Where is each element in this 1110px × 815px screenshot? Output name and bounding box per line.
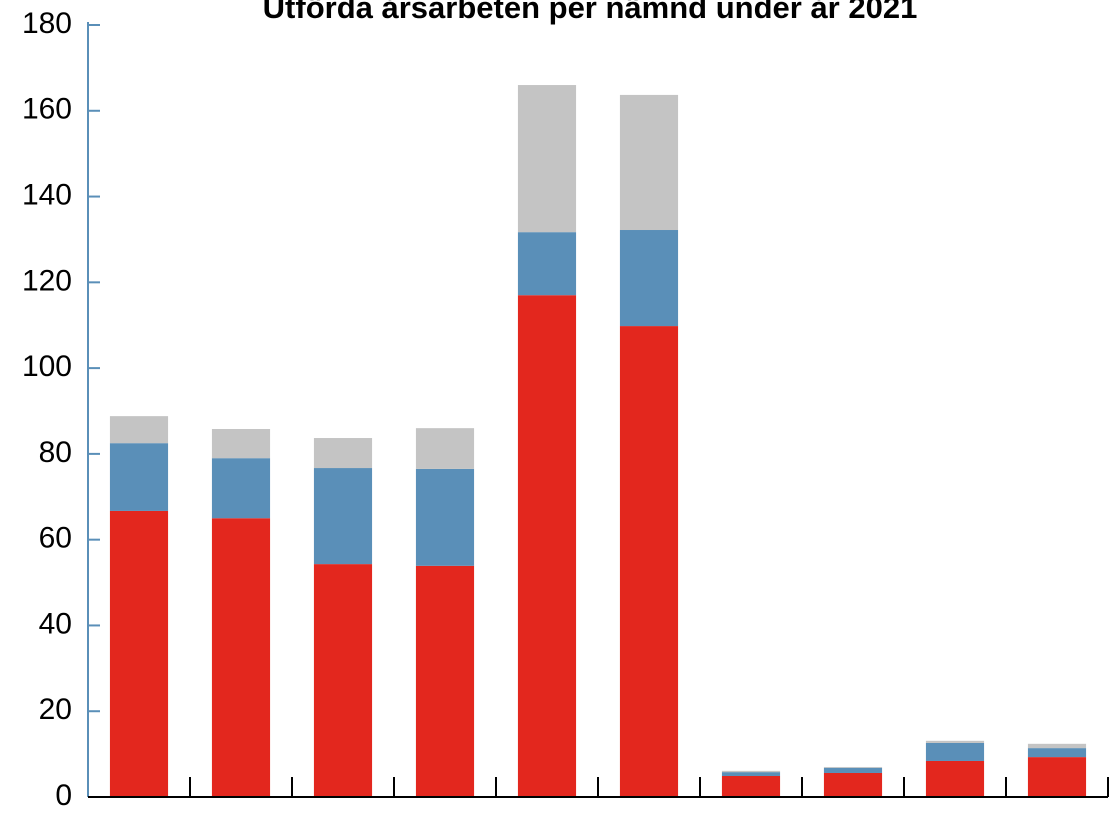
bar-segment bbox=[721, 770, 781, 773]
y-tick-label: 100 bbox=[22, 350, 72, 383]
bar-segment bbox=[619, 94, 679, 231]
y-tick-label: 0 bbox=[55, 779, 72, 812]
bar-segment bbox=[313, 468, 373, 565]
bar-segment bbox=[415, 468, 475, 566]
bar-segment bbox=[823, 767, 883, 773]
bar-segment bbox=[109, 416, 169, 444]
bar-segment bbox=[619, 326, 679, 797]
bar-segment bbox=[823, 766, 883, 768]
y-tick-label: 60 bbox=[39, 522, 72, 555]
bar-segment bbox=[313, 438, 373, 469]
y-tick-label: 180 bbox=[22, 7, 72, 40]
bar-segment bbox=[211, 429, 271, 459]
y-tick-label: 140 bbox=[22, 178, 72, 211]
bar-segment bbox=[313, 564, 373, 797]
bar-segment bbox=[1027, 757, 1087, 797]
chart-title: Utförda årsarbeten per nämnd under år 20… bbox=[263, 0, 918, 25]
bar-segment bbox=[1027, 748, 1087, 758]
bar-segment bbox=[109, 510, 169, 797]
bar-segment bbox=[415, 428, 475, 469]
bar-segment bbox=[211, 518, 271, 797]
bar-segment bbox=[109, 443, 169, 511]
bar-segment bbox=[925, 740, 985, 743]
bar-segment bbox=[823, 772, 883, 797]
y-tick-label: 40 bbox=[39, 607, 72, 640]
bar-segment bbox=[517, 232, 577, 296]
bar-segment bbox=[721, 775, 781, 797]
bar-segment bbox=[415, 565, 475, 797]
bar-segment bbox=[925, 742, 985, 761]
y-tick-label: 80 bbox=[39, 436, 72, 469]
bar-segment bbox=[517, 85, 577, 233]
y-tick-label: 120 bbox=[22, 264, 72, 297]
bar-segment bbox=[925, 760, 985, 797]
bar-segment bbox=[517, 295, 577, 797]
y-tick-label: 160 bbox=[22, 93, 72, 126]
bar-segment bbox=[619, 230, 679, 327]
bar-segment bbox=[1027, 743, 1087, 749]
bar-segment bbox=[721, 772, 781, 776]
y-tick-label: 20 bbox=[39, 693, 72, 726]
bar-segment bbox=[211, 458, 271, 519]
